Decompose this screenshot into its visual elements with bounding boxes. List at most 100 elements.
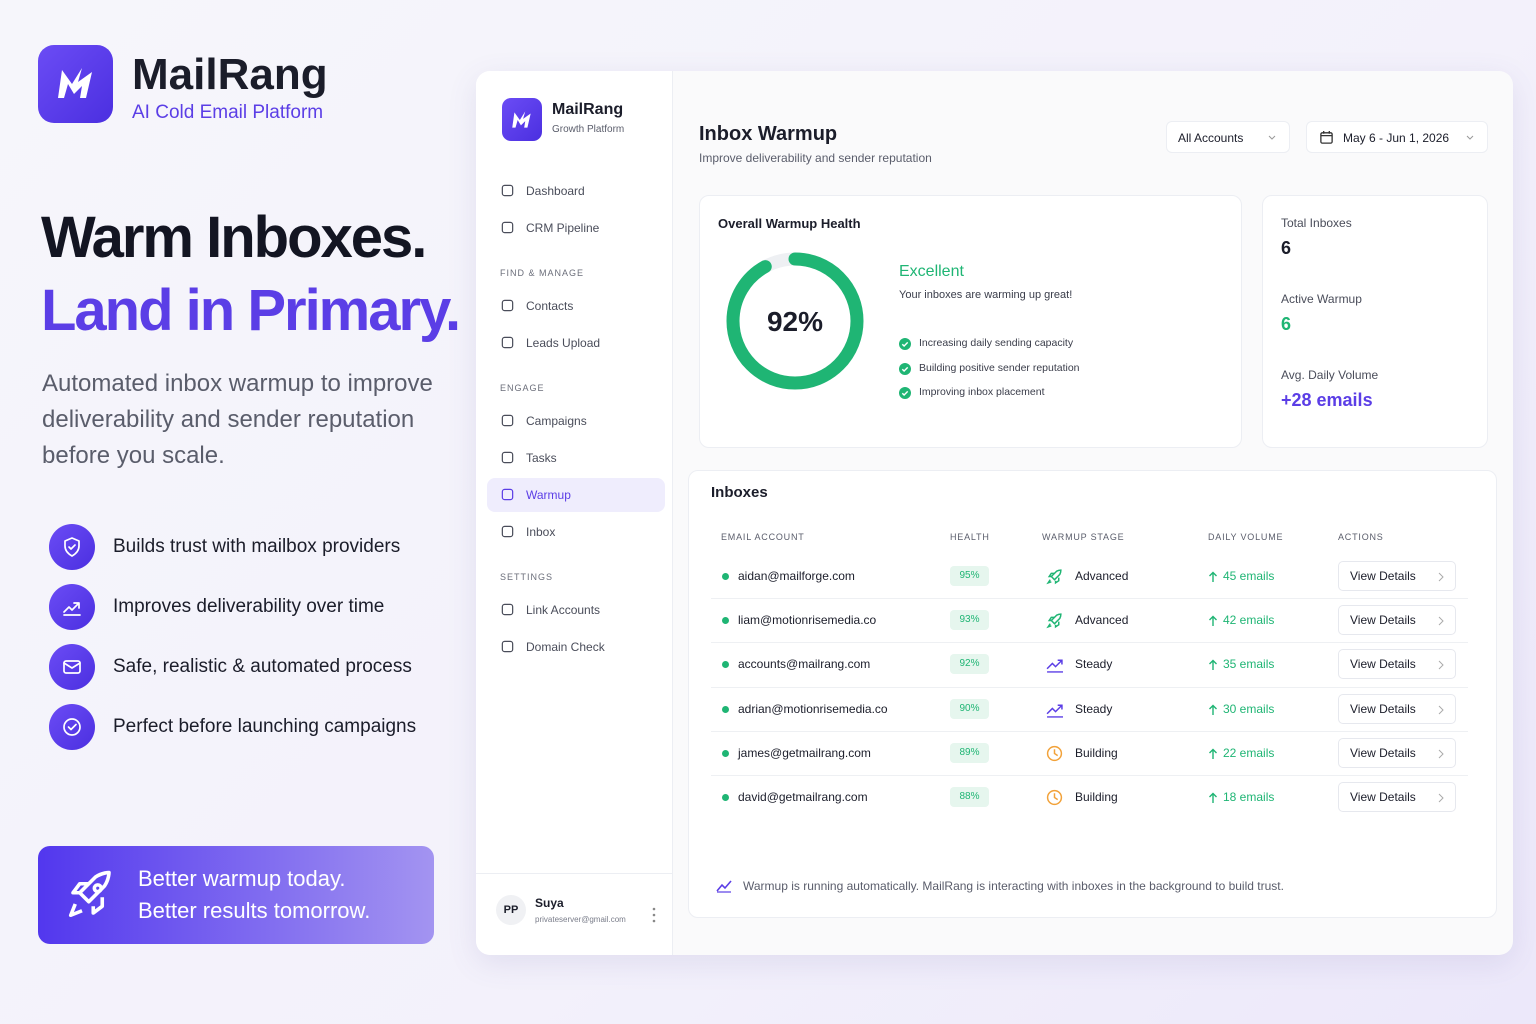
page-title: Inbox Warmup: [699, 123, 838, 145]
volume-arrow: [1208, 791, 1218, 809]
stat-label: Active Warmup: [1281, 292, 1362, 306]
volume: 42 emails: [1223, 613, 1275, 628]
health-pill: 90%: [950, 698, 989, 719]
email: james@getmailrang.com: [738, 745, 871, 760]
banner-text: Better warmup today.: [138, 866, 346, 891]
nav-item[interactable]: Campaigns: [526, 414, 587, 428]
view-details-button[interactable]: View Details: [1338, 561, 1456, 591]
feature-icon: [49, 584, 95, 630]
stat-value: +28 emails: [1281, 390, 1373, 410]
feature-icon: [49, 524, 95, 570]
nav-item[interactable]: Inbox: [526, 525, 556, 539]
health-status: Excellent: [899, 263, 964, 280]
stage-icon: [1046, 701, 1063, 723]
stat-label: Total Inboxes: [1281, 216, 1352, 230]
view-details-button[interactable]: View Details: [1338, 605, 1456, 636]
card-title: Inboxes: [711, 484, 768, 501]
nav-icon: [500, 639, 515, 659]
banner-text: Better results tomorrow.: [138, 898, 371, 923]
email: accounts@mailrang.com: [738, 657, 871, 672]
card-title: Overall Warmup Health: [718, 216, 861, 231]
email: adrian@motionrisemedia.co: [738, 701, 888, 716]
nav-item[interactable]: Warmup: [526, 488, 571, 502]
nav-icon: [500, 450, 515, 470]
view-details-button[interactable]: View Details: [1338, 693, 1456, 724]
brand-tagline: AI Cold Email Platform: [132, 102, 324, 123]
check-icon: [899, 386, 911, 404]
stage-icon: [1046, 789, 1063, 811]
stage: Building: [1075, 790, 1118, 804]
volume-arrow: [1208, 703, 1218, 721]
nav-icon: [500, 524, 515, 544]
nav-item[interactable]: Contacts: [526, 299, 574, 313]
chevron: [1438, 793, 1444, 803]
volume: 35 emails: [1223, 657, 1275, 672]
column-header: EMAIL ACCOUNT: [721, 532, 805, 542]
feature-text: Builds trust with mailbox providers: [113, 536, 401, 557]
user-name: Suya: [535, 896, 564, 910]
health-ring: [726, 252, 864, 390]
status-dot: [722, 661, 729, 669]
feature-icon: [49, 704, 95, 750]
nav-icon: [500, 413, 515, 433]
check-icon: [899, 362, 911, 380]
nav-item[interactable]: Domain Check: [526, 640, 605, 654]
health-pill: 88%: [950, 787, 989, 807]
brand-logo: [38, 45, 113, 123]
row-divider: [711, 598, 1468, 600]
nav-item[interactable]: Leads Upload: [526, 336, 601, 350]
nav-active-bg: [487, 478, 665, 512]
user-avatar: PP: [496, 895, 526, 925]
check-text: Building positive sender reputation: [919, 361, 1080, 374]
chevron: [1438, 705, 1444, 714]
nav-section-label: FIND & MANAGE: [500, 268, 585, 278]
chevron: [1438, 616, 1444, 626]
health-pill: 89%: [950, 742, 989, 763]
nav-item[interactable]: CRM Pipeline: [526, 221, 600, 235]
volume-arrow: [1208, 658, 1218, 676]
view-details-button[interactable]: View Details: [1338, 737, 1456, 768]
divider: [476, 873, 673, 874]
column-header: HEALTH: [950, 532, 990, 542]
chevron: [1438, 661, 1444, 670]
stage: Advanced: [1075, 569, 1129, 583]
nav-icon: [500, 220, 515, 240]
volume: 18 emails: [1223, 790, 1275, 804]
nav-item[interactable]: Dashboard: [526, 184, 585, 198]
volume: 30 emails: [1223, 701, 1275, 716]
view-details-button[interactable]: View Details: [1338, 649, 1456, 680]
nav-icon: [500, 335, 515, 355]
nav-item[interactable]: Tasks: [526, 451, 557, 465]
note-icon: [716, 880, 732, 893]
nav-item[interactable]: Link Accounts: [526, 603, 601, 617]
date-filter-text: May 6 - Jun 1, 2026: [1343, 131, 1450, 145]
account-filter-text: All Accounts: [1178, 131, 1244, 145]
nav-icon: [500, 487, 515, 507]
brand-name: MailRang: [132, 50, 328, 99]
nav-section-label: ENGAGE: [500, 383, 545, 393]
volume: 45 emails: [1223, 569, 1275, 583]
feature-text: Safe, realistic & automated process: [113, 656, 412, 677]
stage-icon: [1046, 656, 1063, 678]
user-menu[interactable]: [650, 906, 658, 924]
email: david@getmailrang.com: [738, 790, 868, 804]
volume-arrow: [1208, 570, 1218, 588]
status-dot: [722, 573, 729, 580]
hero-title: Warm Inboxes.: [41, 205, 427, 270]
nav-icon: [500, 298, 515, 318]
stage: Building: [1075, 745, 1118, 760]
email: liam@motionrisemedia.co: [738, 613, 877, 628]
date-filter[interactable]: May 6 - Jun 1, 2026: [1306, 121, 1488, 153]
row-divider: [711, 686, 1468, 688]
stat-value: 6: [1281, 238, 1292, 258]
stage: Steady: [1075, 701, 1113, 716]
volume: 22 emails: [1223, 745, 1275, 760]
health-pill: 95%: [950, 566, 989, 586]
view-details-button[interactable]: View Details: [1338, 782, 1456, 812]
status-dot: [722, 705, 729, 713]
health-card: [699, 195, 1242, 448]
account-filter[interactable]: All Accounts: [1166, 121, 1290, 153]
row-divider: [711, 642, 1468, 644]
status-dot: [722, 794, 729, 801]
